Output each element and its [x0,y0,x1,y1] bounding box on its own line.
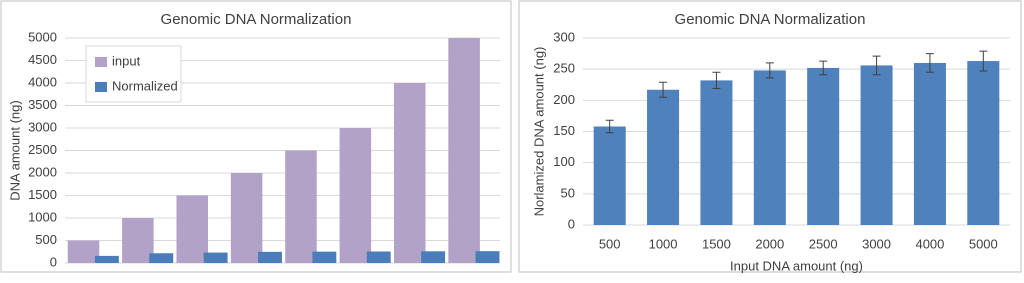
x-tick-label: 4000 [915,236,944,251]
y-tick-label: 4500 [28,52,57,67]
y-tick-label: 500 [35,232,57,247]
bar [203,252,228,263]
bar [913,62,946,225]
bar [753,70,786,225]
bar [122,218,154,263]
bar [448,38,480,263]
x-tick-label: 1000 [649,236,678,251]
legend-swatch [95,57,107,67]
bar [967,61,1000,226]
y-tick-label: 0 [568,216,575,231]
bar [94,255,119,263]
x-tick-label: 2000 [755,236,784,251]
bar [421,251,446,263]
bar [149,253,174,263]
y-tick-label: 2000 [28,164,57,179]
y-tick-label: 250 [553,61,575,76]
y-axis-label: DNA amount (ng) [7,100,22,200]
bar [807,67,840,225]
y-tick-label: 2500 [28,142,57,157]
y-tick-label: 150 [553,123,575,138]
x-tick-label: 500 [599,236,621,251]
x-tick-label: 3000 [862,236,891,251]
bar [258,251,282,263]
y-tick-label: 1000 [28,209,57,224]
error-bar [979,50,988,72]
chart-title: Genomic DNA Normalization [675,11,866,28]
error-bar [765,62,774,79]
bar [230,173,263,263]
error-bar [925,53,934,73]
bar [176,195,209,263]
bar [475,251,500,263]
x-axis-label: Input DNA amount (ng) [730,258,863,273]
x-tick-label: 2500 [809,236,838,251]
y-tick-label: 50 [561,185,575,200]
bar [312,251,337,263]
bar [860,65,893,225]
bar [393,83,426,263]
legend-box [85,45,182,103]
y-tick-label: 1500 [28,187,57,202]
bar [593,126,626,225]
x-tick-label: 5000 [969,236,998,251]
bar [366,251,391,263]
y-tick-label: 200 [553,92,575,107]
bar [647,89,680,225]
error-bar [659,81,668,98]
y-tick-label: 300 [553,29,575,44]
bar [67,240,100,263]
y-tick-label: 0 [50,254,57,269]
bar [285,150,317,263]
error-bar [872,55,881,76]
x-tick-label: 1500 [702,236,731,251]
error-bar [605,119,614,134]
y-tick-label: 3500 [28,97,57,112]
y-tick-label: 3000 [28,119,57,134]
y-axis-label: Norlamized DNA amount (ng) [531,47,546,217]
y-tick-label: 4000 [28,74,57,89]
error-bar [712,71,721,89]
legend-label: Normalized [112,78,178,93]
chart-title: Genomic DNA Normalization [161,11,352,28]
bar [339,128,372,263]
error-bar [819,60,828,76]
y-tick-label: 100 [553,154,575,169]
bar [700,80,733,226]
legend-swatch [95,82,107,92]
y-tick-label: 5000 [28,29,57,44]
legend-label: input [112,53,141,68]
